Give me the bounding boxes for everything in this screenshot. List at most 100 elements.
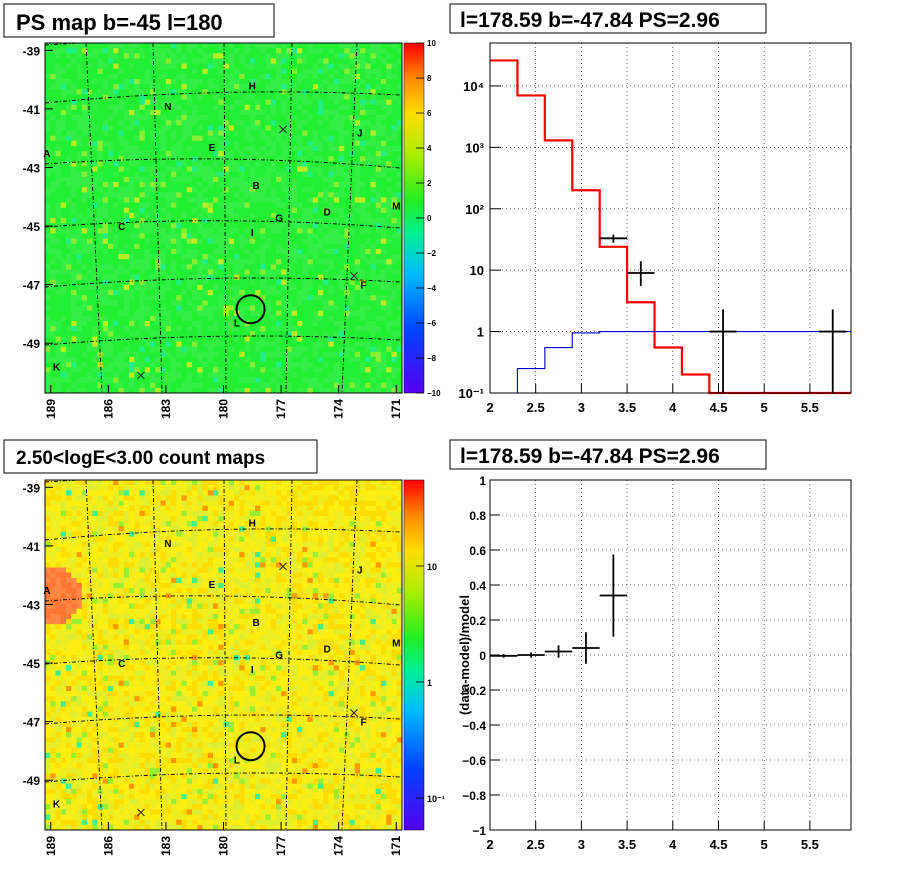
heatmap-cell — [71, 58, 77, 64]
heatmap-cell — [260, 290, 266, 296]
heatmap-cell — [260, 166, 266, 173]
heatmap-cell — [328, 48, 335, 54]
heatmap-cell — [150, 228, 156, 234]
heatmap-cell — [307, 346, 314, 353]
heatmap-cell — [260, 351, 266, 358]
heatmap-cell — [97, 351, 104, 358]
heatmap-cell — [165, 305, 172, 312]
heatmap-cell — [344, 372, 350, 378]
heatmap-cell — [213, 320, 219, 327]
heatmap-cell — [234, 341, 240, 348]
heatmap-cell — [234, 84, 240, 90]
heatmap-cell — [134, 53, 140, 59]
heatmap-cell — [370, 341, 377, 348]
heatmap-cell — [92, 197, 98, 203]
heatmap-cell — [286, 68, 293, 75]
heatmap-cell — [113, 320, 119, 327]
heatmap-cell — [375, 290, 382, 296]
heatmap-cell — [81, 274, 88, 281]
heatmap-cell — [291, 192, 298, 198]
heatmap-cell — [118, 125, 125, 131]
heatmap-cell — [45, 305, 51, 312]
heatmap-cell — [276, 161, 282, 167]
heatmap-cell — [333, 212, 340, 219]
heatmap-cell — [176, 367, 182, 373]
heatmap-cell — [113, 73, 119, 80]
heatmap-cell — [55, 320, 62, 327]
heatmap-cell — [360, 254, 366, 260]
heatmap-cell — [328, 228, 335, 234]
heatmap-cell — [291, 238, 298, 245]
heatmap-cell — [297, 63, 303, 70]
heatmap-cell — [92, 279, 98, 286]
heatmap-cell — [165, 326, 172, 332]
heatmap-cell — [181, 372, 188, 378]
heatmap-cell — [123, 63, 130, 70]
spectrum-series — [490, 59, 851, 395]
heatmap-cell — [354, 58, 361, 64]
heatmap-cell — [55, 99, 62, 106]
heatmap-cell — [323, 259, 329, 265]
heatmap-cell — [202, 372, 209, 378]
heatmap-cell — [360, 176, 366, 183]
heatmap-cell — [207, 300, 214, 306]
heatmap-cell — [60, 43, 67, 49]
heatmap-cell — [50, 109, 56, 116]
heatmap-cell — [239, 346, 245, 353]
heatmap-cell — [102, 305, 109, 312]
heatmap-cell — [165, 197, 172, 203]
heatmap-cell — [260, 279, 266, 286]
heatmap-cell — [396, 115, 402, 121]
heatmap-cell — [181, 94, 188, 101]
heatmap-cell — [344, 259, 350, 265]
heatmap-cell — [139, 367, 146, 373]
heatmap-cell — [339, 73, 345, 80]
heatmap-cell — [218, 279, 224, 286]
heatmap-cell — [244, 171, 251, 178]
heatmap-cell — [349, 223, 356, 229]
heatmap-cell — [218, 295, 224, 301]
heatmap-cell — [123, 264, 130, 270]
heatmap-cell — [50, 732, 56, 738]
heatmap-cell — [396, 140, 402, 147]
heatmap-cell — [339, 176, 345, 183]
heatmap-cell — [239, 341, 245, 348]
heatmap-cell — [244, 99, 251, 106]
heatmap-cell — [381, 120, 387, 126]
heatmap-cell — [207, 254, 214, 260]
heatmap-cell — [202, 351, 209, 358]
heatmap-cell — [45, 521, 51, 527]
heatmap-cell — [239, 264, 245, 270]
heatmap-cell — [71, 207, 77, 214]
heatmap-cell — [281, 310, 287, 317]
heatmap-cell — [150, 48, 156, 54]
heatmap-cell — [165, 310, 172, 317]
heatmap-cell — [328, 192, 335, 198]
heatmap-cell — [118, 218, 125, 224]
heatmap-cell — [234, 125, 240, 131]
heatmap-cell — [281, 336, 287, 342]
heatmap-cell — [87, 362, 93, 368]
heatmap-cell — [354, 207, 361, 214]
heatmap-cell — [60, 115, 67, 121]
heatmap-cell — [260, 346, 266, 353]
heatmap-cell — [228, 223, 235, 229]
heatmap-cell — [92, 387, 98, 393]
heatmap-cell — [81, 176, 88, 183]
heatmap-cell — [66, 269, 72, 276]
heatmap-cell — [165, 233, 172, 239]
heatmap-cell — [213, 346, 219, 353]
heatmap-cell — [339, 372, 345, 378]
heatmap-cell — [213, 63, 219, 70]
heatmap-cell — [234, 269, 240, 276]
heatmap-cell — [286, 362, 293, 368]
heatmap-cell — [150, 387, 156, 393]
heatmap-cell — [50, 94, 56, 101]
heatmap-cell — [123, 84, 130, 90]
heatmap-cell — [228, 104, 235, 111]
heatmap-cell — [281, 305, 287, 312]
heatmap-cell — [55, 613, 62, 620]
heatmap-cell — [50, 300, 56, 306]
heatmap-cell — [160, 326, 167, 332]
heatmap-cell — [312, 187, 319, 193]
